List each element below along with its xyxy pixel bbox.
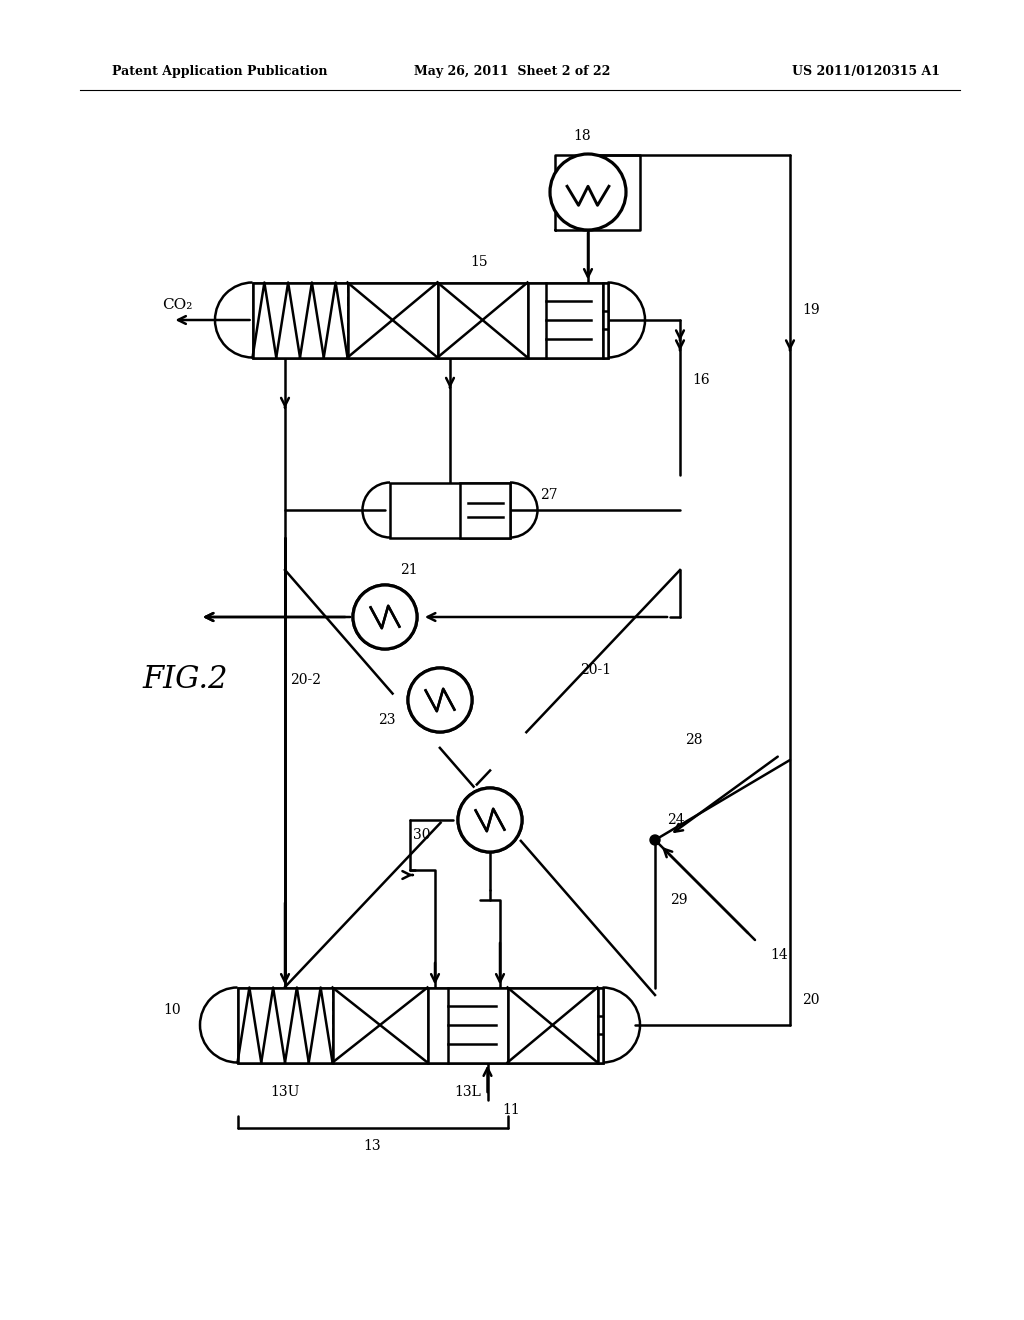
Bar bbox=[508, 987, 597, 1063]
Bar bbox=[253, 282, 347, 358]
Text: 21: 21 bbox=[400, 564, 418, 577]
Text: CO₂: CO₂ bbox=[163, 298, 193, 312]
Text: 30: 30 bbox=[413, 828, 430, 842]
Text: 28: 28 bbox=[685, 733, 702, 747]
Text: US 2011/0120315 A1: US 2011/0120315 A1 bbox=[792, 66, 940, 78]
Text: 27: 27 bbox=[540, 488, 558, 502]
Bar bbox=[238, 987, 333, 1063]
Bar bbox=[390, 483, 510, 537]
Wedge shape bbox=[607, 282, 645, 358]
Circle shape bbox=[458, 788, 522, 851]
Wedge shape bbox=[602, 987, 640, 1063]
Text: 20: 20 bbox=[802, 993, 819, 1007]
Text: 18: 18 bbox=[573, 129, 591, 143]
Bar bbox=[333, 987, 427, 1063]
Circle shape bbox=[458, 788, 522, 851]
Circle shape bbox=[650, 836, 660, 845]
Circle shape bbox=[408, 668, 472, 733]
Wedge shape bbox=[362, 483, 390, 537]
Bar bbox=[253, 282, 607, 358]
Text: 13U: 13U bbox=[270, 1085, 300, 1100]
Text: 29: 29 bbox=[670, 894, 687, 907]
Bar bbox=[527, 282, 602, 358]
Circle shape bbox=[550, 154, 626, 230]
Bar bbox=[597, 987, 602, 1063]
Text: 13: 13 bbox=[364, 1138, 381, 1152]
Circle shape bbox=[353, 585, 417, 649]
Bar bbox=[427, 987, 508, 1063]
Text: 24: 24 bbox=[667, 813, 685, 828]
Bar bbox=[347, 282, 437, 358]
Text: 13L: 13L bbox=[454, 1085, 481, 1100]
Text: 15: 15 bbox=[470, 256, 487, 269]
Text: 20-2: 20-2 bbox=[290, 673, 321, 686]
Text: Patent Application Publication: Patent Application Publication bbox=[112, 66, 328, 78]
Text: 16: 16 bbox=[692, 374, 710, 387]
Bar bbox=[602, 282, 607, 358]
Text: 23: 23 bbox=[379, 713, 396, 727]
Wedge shape bbox=[200, 987, 238, 1063]
Bar bbox=[238, 987, 602, 1063]
Wedge shape bbox=[510, 483, 538, 537]
Circle shape bbox=[408, 668, 472, 733]
Text: FIG.2: FIG.2 bbox=[142, 664, 227, 696]
Circle shape bbox=[353, 585, 417, 649]
Text: May 26, 2011  Sheet 2 of 22: May 26, 2011 Sheet 2 of 22 bbox=[414, 66, 610, 78]
Bar bbox=[437, 282, 527, 358]
Text: 10: 10 bbox=[164, 1003, 181, 1016]
Text: 20-1: 20-1 bbox=[580, 663, 611, 677]
Wedge shape bbox=[215, 282, 253, 358]
Bar bbox=[460, 483, 510, 537]
Text: 11: 11 bbox=[503, 1104, 520, 1117]
Text: 19: 19 bbox=[802, 304, 819, 317]
Text: 14: 14 bbox=[770, 948, 787, 962]
